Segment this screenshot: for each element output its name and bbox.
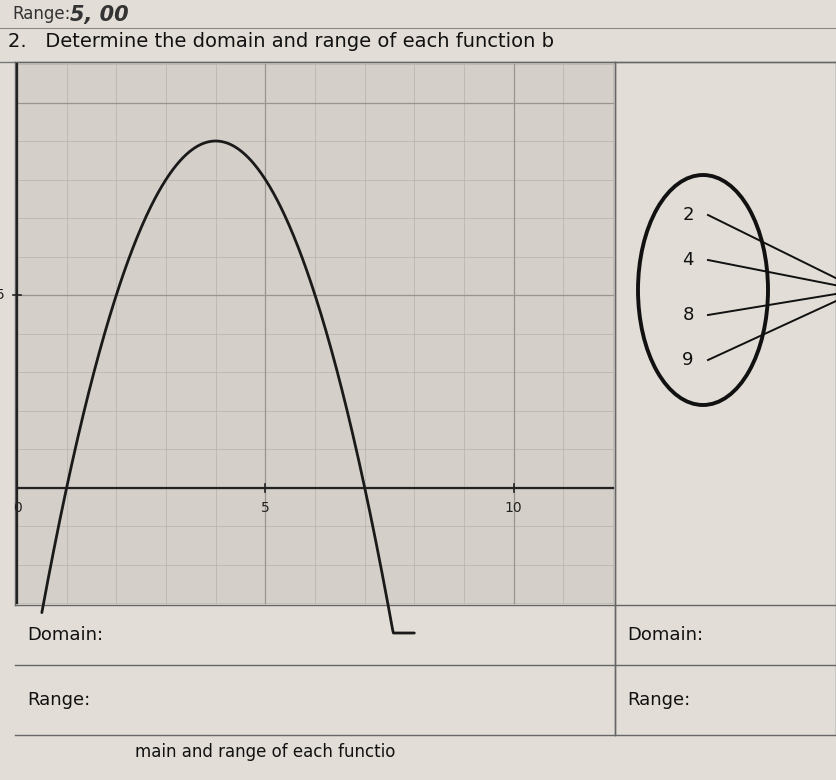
- Bar: [17, 64, 613, 603]
- Text: Domain:: Domain:: [627, 626, 703, 644]
- Text: 2.   Determine the domain and range of each function b: 2. Determine the domain and range of eac…: [8, 32, 554, 51]
- Text: 10: 10: [505, 502, 522, 516]
- Text: 5: 5: [0, 288, 5, 302]
- Text: Range:: Range:: [12, 5, 70, 23]
- Text: 9: 9: [682, 351, 694, 369]
- Text: 0: 0: [13, 502, 22, 516]
- Text: 2: 2: [682, 206, 694, 224]
- Text: 5, 00: 5, 00: [70, 5, 129, 25]
- Text: Range:: Range:: [627, 691, 691, 709]
- Text: Range:: Range:: [27, 691, 90, 709]
- Text: Domain:: Domain:: [27, 626, 103, 644]
- Text: 8: 8: [682, 306, 694, 324]
- Text: 5: 5: [261, 502, 270, 516]
- Text: main and range of each functio: main and range of each functio: [135, 743, 395, 761]
- Text: 4: 4: [682, 251, 694, 269]
